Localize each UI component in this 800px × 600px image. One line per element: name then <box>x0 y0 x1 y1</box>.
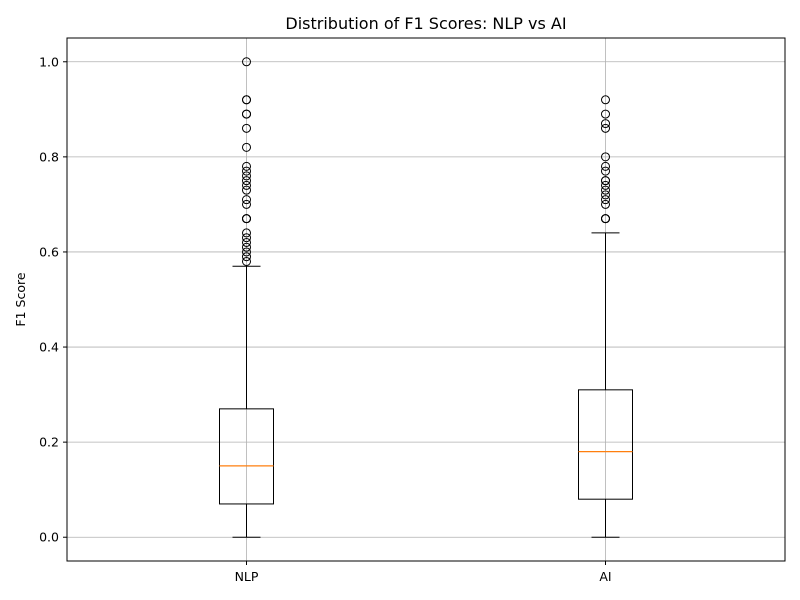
outlier-point <box>242 256 251 266</box>
x-tick-label: AI <box>599 569 611 584</box>
outlier-point <box>242 252 251 262</box>
outlier-point <box>242 195 251 205</box>
x-tick-label: NLP <box>235 569 259 584</box>
outlier-point <box>242 166 251 176</box>
outlier-point <box>242 199 251 209</box>
outlier-point <box>242 237 251 247</box>
axis-ticks: 0.0 0.2 0.4 0.6 0.8 1.0 NLP AI <box>39 54 612 584</box>
y-axis-label: F1 Score <box>13 272 28 326</box>
y-tick-label: 1.0 <box>39 54 59 69</box>
outlier-point <box>242 57 251 67</box>
box-ai <box>578 95 633 538</box>
outlier-point <box>601 176 610 186</box>
y-tick-label: 0.4 <box>39 340 59 355</box>
chart-title: Distribution of F1 Scores: NLP vs AI <box>285 14 566 33</box>
outlier-point <box>601 109 610 119</box>
outlier-point <box>601 123 610 133</box>
grid-lines <box>67 38 785 561</box>
outlier-point <box>242 233 251 243</box>
box-plot-series <box>219 57 633 538</box>
outlier-point <box>601 95 610 105</box>
outlier-point <box>242 123 251 133</box>
outlier-point <box>601 190 610 200</box>
outlier-point <box>601 185 610 195</box>
outlier-point <box>601 161 610 171</box>
outlier-point <box>601 199 610 209</box>
outlier-point <box>242 228 251 238</box>
outlier-point <box>242 242 251 252</box>
outlier-point <box>242 180 251 190</box>
outlier-point <box>601 214 610 224</box>
plot-area-frame <box>66 37 786 562</box>
box-nlp <box>219 57 274 538</box>
outlier-point <box>242 95 251 105</box>
outlier-point <box>242 171 251 181</box>
outlier-point <box>601 180 610 190</box>
iqr-box <box>578 389 633 500</box>
iqr-box <box>219 408 274 505</box>
outlier-point <box>601 119 610 129</box>
outlier-point <box>242 176 251 186</box>
outlier-point <box>242 161 251 171</box>
outlier-point <box>601 166 610 176</box>
outlier-point <box>242 142 251 152</box>
outlier-point <box>242 247 251 257</box>
outlier-point <box>601 195 610 205</box>
y-tick-label: 0.6 <box>39 244 59 259</box>
y-tick-label: 0.8 <box>39 149 59 164</box>
outlier-point <box>242 185 251 195</box>
outlier-point <box>601 152 610 162</box>
y-tick-label: 0.0 <box>39 530 59 545</box>
y-tick-label: 0.2 <box>39 435 59 450</box>
outlier-point <box>242 109 251 119</box>
outlier-point <box>242 214 251 224</box>
